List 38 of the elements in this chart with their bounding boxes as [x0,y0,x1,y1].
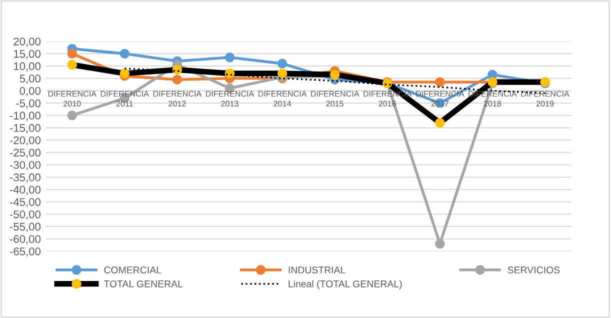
x-tick-label: DIFERENCIA 2019 [521,90,570,106]
legend-label: SERVICIOS [508,266,560,274]
legend-label: INDUSTRIAL [288,266,346,274]
y-tick-label: 20,00 [14,38,41,47]
point [435,77,445,87]
y-tick-label: -50,00 [10,210,41,220]
y-tick-label: -10,00 [10,112,41,121]
y-tick-label: -35,00 [10,173,41,183]
x-tick-label: DIFERENCIA 2015 [311,90,360,106]
point [435,238,445,249]
legend-label: COMERCIAL [104,266,162,274]
x-tick-label: DIFERENCIA 2010 [48,90,96,106]
y-tick-label: -65,00 [10,247,41,257]
y-tick-label: -30,00 [10,161,41,170]
y-tick-label: 15,00 [14,50,41,60]
y-tick-label: -15,00 [10,124,41,134]
y-tick-label: -60,00 [10,235,41,244]
legend-label: Lineal (TOTAL GENERAL) [288,280,402,290]
y-tick-label: 0,00 [20,86,41,96]
point [172,74,182,84]
y-tick-label: 10,00 [14,62,41,72]
y-tick-label: -55,00 [10,222,41,232]
x-tick-label: DIFERENCIA 2012 [153,90,202,106]
point [67,110,77,120]
x-tick-label: DIFERENCIA 2014 [258,90,307,106]
y-tick-label: 5,00 [20,74,41,84]
point [120,48,130,59]
x-tick-label: DIFERENCIA 2011 [100,90,150,106]
y-tick-label: -25,00 [10,148,41,158]
y-tick-label: -20,00 [10,136,41,146]
point [277,58,288,68]
point [67,48,77,59]
legend-label: TOTAL GENERAL [104,280,183,288]
point [224,52,235,62]
y-tick-label: -45,00 [10,198,41,208]
y-tick-label: -40,00 [10,186,41,195]
x-tick-label: DIFERENCIA 2013 [206,90,254,106]
y-tick-label: -5,00 [16,99,41,109]
